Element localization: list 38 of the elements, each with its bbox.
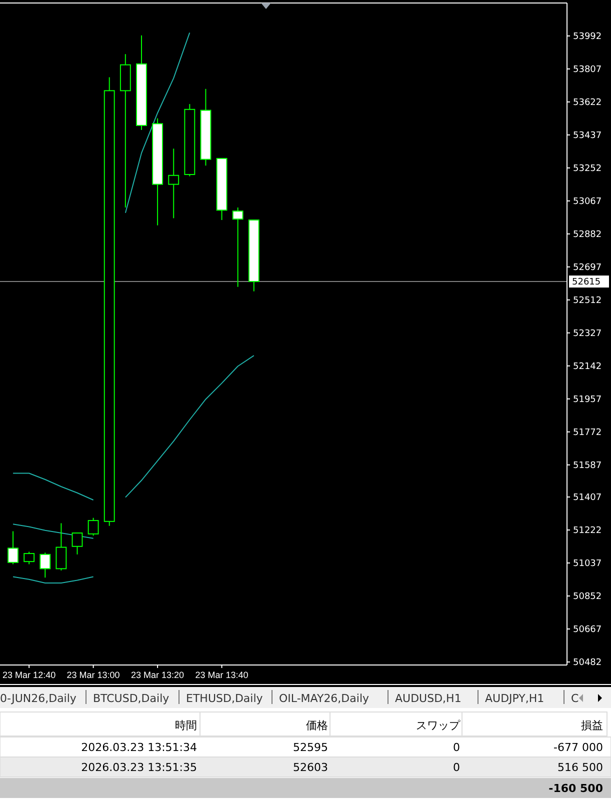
- tab-strip: 0-JUN26,Daily BTCUSD,Daily ETHUSD,Daily OIL-MAY26,Daily AUDUSD,H1 AUDJPY,H1 C: [0, 685, 611, 708]
- candlestick: [24, 551, 35, 565]
- y-tick-label: 53807: [573, 65, 602, 76]
- y-tick-label: 53992: [573, 32, 602, 42]
- y-tick-label: 51772: [573, 428, 602, 438]
- y-tick-label: 52512: [573, 296, 602, 306]
- y-tick-label: 50852: [573, 592, 602, 602]
- y-tick-label: 50482: [573, 658, 602, 668]
- x-tick-label: 23 Mar 13:00: [66, 670, 120, 680]
- y-tick-label: 53437: [573, 131, 602, 142]
- y-tick-label: 53252: [573, 164, 602, 174]
- y-tick-label: 52142: [573, 362, 602, 372]
- y-tick-label: 53622: [573, 98, 602, 108]
- y-tick-label: 52327: [573, 329, 602, 340]
- y-tick-label: 51037: [573, 559, 602, 570]
- candlestick: [88, 517, 99, 536]
- y-tick-label: 53067: [573, 197, 602, 208]
- x-tick-label: 23 Mar 12:40: [2, 670, 56, 680]
- y-tick-label: 51587: [573, 461, 602, 472]
- candlestick: [8, 530, 19, 565]
- ref-line-label: 52615: [572, 278, 601, 288]
- candlestick: [232, 207, 244, 288]
- candlestick: [168, 148, 180, 219]
- y-tick-label: 52697: [573, 263, 602, 274]
- candlestick: [56, 522, 67, 571]
- y-tick-label: 51222: [573, 526, 602, 536]
- line-series: [12, 576, 94, 584]
- y-tick-label: 51957: [573, 395, 602, 406]
- y-tick-label: 51407: [573, 493, 602, 504]
- x-tick-label: 23 Mar 13:40: [195, 670, 248, 680]
- table-header-row: 時間 価格 スワップ 損益: [0, 712, 608, 736]
- table-total-row: -160 500: [0, 778, 611, 798]
- candlestick: [72, 532, 83, 555]
- candlestick: [40, 552, 51, 578]
- y-tick-label: 52882: [573, 230, 602, 240]
- x-tick-label: 23 Mar 13:20: [131, 670, 184, 680]
- table-row: 2026.03.23 13:51:35 52603 0 516 500: [0, 756, 611, 778]
- y-tick-label: 50667: [573, 625, 602, 636]
